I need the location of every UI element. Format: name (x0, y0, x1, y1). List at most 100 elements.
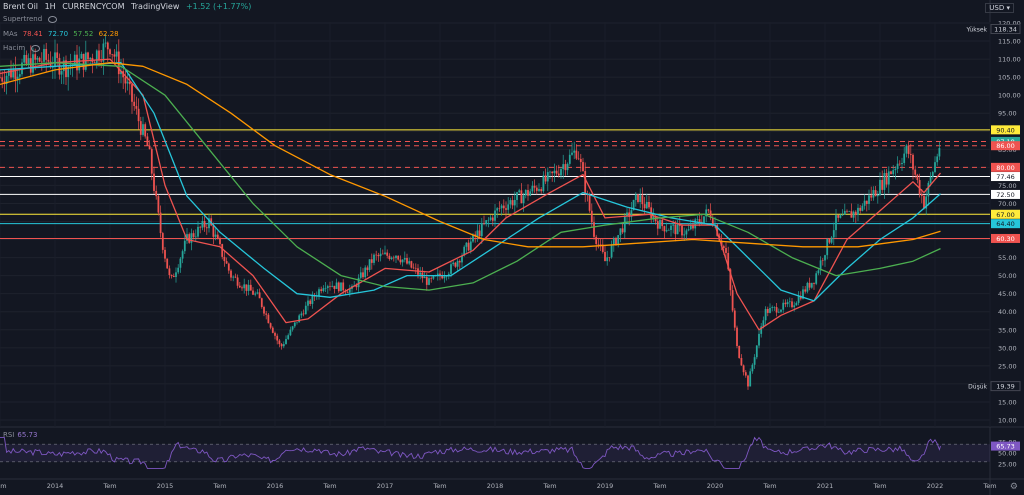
candle-body (887, 171, 890, 185)
candle-body (520, 190, 523, 204)
candle-body (428, 278, 430, 285)
candle-body (219, 238, 221, 245)
candle-body (432, 275, 435, 279)
candle-body (905, 145, 908, 154)
time-axis[interactable]: Tem 2014 Tem 2015 Tem 2016 Tem 2017 Tem 2018 Tem 20… (0, 482, 997, 490)
candle-body (815, 273, 818, 284)
candle-body (183, 240, 186, 252)
candle-body (857, 207, 859, 215)
candle-body (806, 282, 809, 292)
candle-body (861, 205, 864, 211)
candle-body (865, 200, 868, 204)
candle-body (252, 290, 254, 295)
candle-body (513, 199, 516, 206)
symbol-name: Brent Oil (3, 2, 39, 11)
currency-selector[interactable]: USD ▾ (985, 3, 1014, 13)
price-label-bg (991, 125, 1020, 135)
rsi-band (0, 444, 990, 462)
candle-body (47, 59, 50, 62)
y-tick-label: 105.00 (998, 74, 1021, 82)
price-change: +1.52 (+1.77%) (185, 2, 252, 11)
candle-body (329, 286, 331, 287)
candle-body (175, 272, 177, 278)
low-value: 19.39 (996, 383, 1015, 391)
candle-body (377, 254, 380, 257)
candle-body (98, 50, 100, 61)
volume-legend[interactable]: Hacim (3, 44, 43, 52)
y-tick-label: 45.00 (998, 290, 1017, 298)
candle-body (797, 295, 800, 303)
supertrend-legend[interactable]: Supertrend (3, 15, 60, 23)
candle-body (60, 71, 63, 75)
x-tick-label: 2015 (157, 482, 174, 490)
symbol-header[interactable]: Brent Oil 1H CURRENCYCOM TradingView +1.… (3, 2, 255, 11)
volume-label: Hacim (3, 44, 26, 52)
candle-body (406, 257, 408, 264)
mas-legend[interactable]: MAs 78.41 72.70 57.52 62.28 (3, 30, 122, 38)
candle-body (364, 267, 367, 278)
candle-body (511, 200, 514, 206)
candle-body (725, 248, 727, 253)
candle-body (643, 204, 646, 209)
candle-body (128, 81, 131, 85)
candle-body (590, 210, 593, 223)
candle-body (69, 65, 72, 67)
candle-body (223, 256, 226, 262)
candle-body (410, 261, 413, 268)
rsi-value: 65.73 (17, 431, 38, 439)
candle-body (923, 195, 925, 209)
candle-body (810, 282, 813, 288)
rsi-tick-label: 50.00 (998, 450, 1017, 458)
candle-body (698, 219, 701, 223)
x-tick-label: Tem (102, 482, 116, 490)
candle-body (832, 230, 835, 238)
candle-body (51, 67, 54, 68)
candle-body (852, 211, 855, 218)
candle-body (346, 291, 349, 293)
candle-body (230, 270, 232, 278)
candle-body (863, 200, 866, 206)
candle-body (795, 302, 798, 306)
candle-body (258, 292, 261, 299)
candle-body (839, 215, 842, 218)
interval: 1H (44, 2, 56, 11)
candle-body (342, 282, 345, 291)
candle-body (216, 234, 219, 239)
price-axis-labels: 90.4087.1886.0080.0077.4672.5067.0064.40… (965, 23, 1021, 392)
candle-body (599, 244, 602, 245)
candle-body (685, 230, 688, 235)
candle-body (287, 335, 290, 340)
candle-body (76, 54, 78, 71)
candle-body (104, 42, 107, 44)
candle-body (45, 48, 48, 60)
eye-icon[interactable] (48, 15, 58, 23)
candle-body (652, 215, 655, 219)
candle-body (498, 208, 501, 209)
candle-body (892, 170, 895, 175)
candle-body (909, 153, 912, 155)
candle-body (445, 276, 448, 278)
candle-body (480, 223, 483, 237)
price-label: 67.00 (996, 211, 1015, 219)
candle-body (487, 219, 490, 221)
candle-body (412, 267, 415, 269)
y-tick-label: 30.00 (998, 344, 1017, 352)
candle-body (544, 175, 547, 182)
candle-body (549, 171, 551, 173)
price-label-bg (991, 209, 1020, 219)
rsi-legend[interactable]: RSI 65.73 (3, 431, 37, 439)
candle-body (5, 75, 8, 84)
candle-body (538, 189, 540, 191)
gear-icon[interactable]: ⚙ (1009, 482, 1018, 492)
candle-body (388, 255, 391, 260)
candle-body (632, 199, 635, 211)
candle-body (670, 225, 672, 231)
y-tick-label: 115.00 (998, 38, 1021, 46)
candle-body (667, 230, 670, 231)
candle-body (793, 305, 796, 308)
candle-body (854, 211, 857, 215)
eye-icon[interactable] (31, 44, 41, 52)
candle-body (612, 238, 615, 246)
